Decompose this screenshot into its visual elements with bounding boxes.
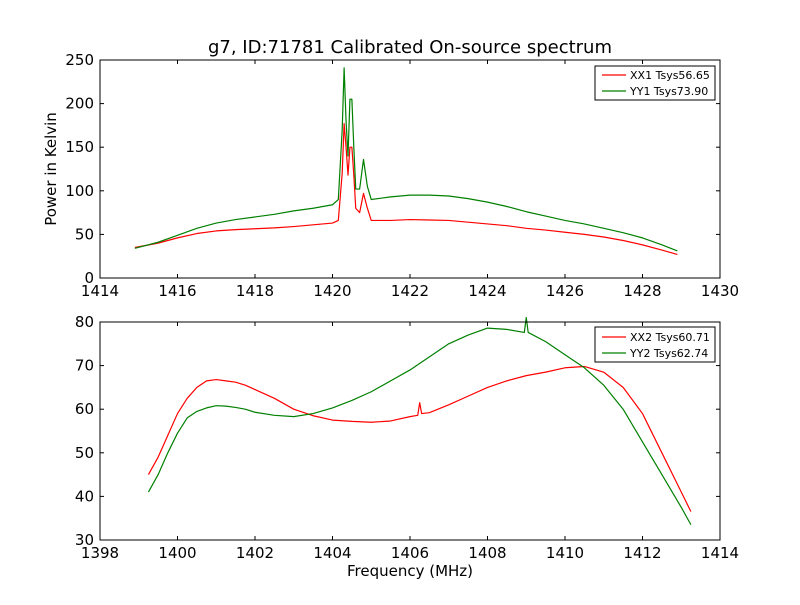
y-tick-label: 80 [75,313,94,331]
legend-label-xx2: XX2 Tsys60.71 [630,331,710,344]
y-tick-label: 40 [75,487,94,505]
x-tick-label: 1420 [313,282,351,300]
axis-ticks: 1414 1416 1418 1420 1422 1424 1426 1428 1430 0 50 1… [65,51,739,300]
x-tick-label: 1398 [81,544,119,562]
y-tick-label: 100 [65,182,94,200]
x-axis-label: Frequency (MHz) [347,562,473,580]
x-tick-label: 1406 [391,544,429,562]
y-tick-label: 0 [84,269,94,287]
y-tick-label: 70 [75,357,94,375]
x-tick-label: 1414 [81,282,119,300]
legend-label-yy2: YY2 Tsys62.74 [629,347,708,360]
chart-title: g7, ID:71781 Calibrated On-source spectr… [208,37,612,58]
legend: XX1 Tsys56.65 YY1 Tsys73.90 [594,65,716,101]
legend-box [594,326,716,363]
x-tick-label: 1428 [623,282,661,300]
x-tick-label: 1412 [623,544,661,562]
x-tick-label: 1402 [236,544,274,562]
axis-ticks: 1398 1400 1402 1404 1406 1408 1410 1412 1414 30 40… [75,313,739,562]
series-line-xx1 [134,123,678,256]
y-tick-label: 30 [75,531,94,549]
y-tick-label: 50 [75,225,94,243]
legend-label-yy1: YY1 Tsys73.90 [629,85,708,98]
y-tick-label: 250 [65,51,94,69]
x-tick-label: 1426 [546,282,584,300]
series-line-yy1 [134,67,678,252]
x-tick-label: 1400 [158,544,196,562]
y-axis-label: Power in Kelvin [42,112,60,226]
y-tick-label: 150 [65,138,94,156]
series-line-yy2 [147,317,692,526]
x-tick-label: 1416 [158,282,196,300]
y-tick-label: 50 [75,444,94,462]
series-lines [147,317,692,526]
x-tick-label: 1408 [468,544,506,562]
x-tick-label: 1424 [468,282,506,300]
legend: XX2 Tsys60.71 YY2 Tsys62.74 [594,326,716,363]
legend-label-xx1: XX1 Tsys56.65 [630,69,710,82]
x-tick-label: 1430 [701,282,739,300]
legend-box [594,65,716,101]
series-lines [134,67,678,256]
y-tick-label: 200 [65,95,94,113]
x-tick-label: 1418 [236,282,274,300]
x-tick-label: 1422 [391,282,429,300]
subplot-bottom: Frequency (MHz) 1398 1400 1402 1404 1406 1408… [75,313,739,580]
x-tick-label: 1414 [701,544,739,562]
series-line-xx2 [147,365,692,512]
x-tick-label: 1410 [546,544,584,562]
y-tick-label: 60 [75,400,94,418]
x-tick-label: 1404 [313,544,351,562]
subplot-top: g7, ID:71781 Calibrated On-source spectr… [42,37,739,300]
